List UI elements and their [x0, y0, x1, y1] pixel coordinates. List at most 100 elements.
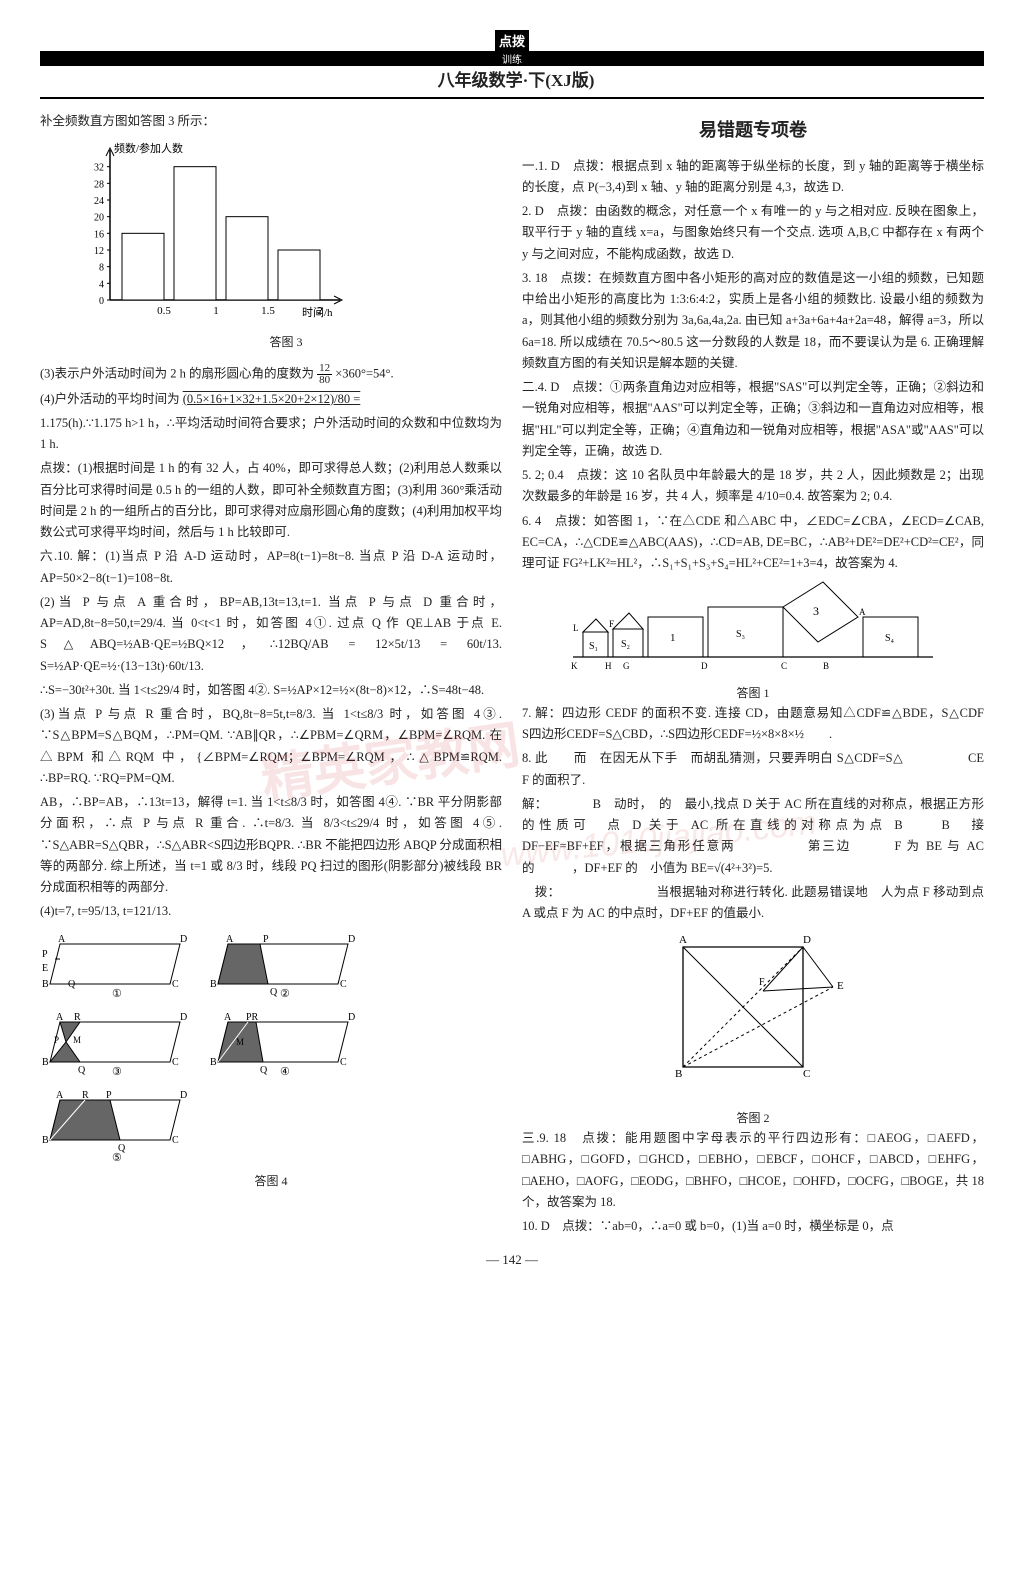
- svg-text:C: C: [172, 1057, 179, 1068]
- r-item2: 2. D 点拨：由函数的概念，对任意一个 x 有唯一的 y 与之相对应. 反映在…: [522, 201, 984, 265]
- svg-text:20: 20: [94, 213, 104, 224]
- chart-caption: 答图 3: [70, 332, 502, 352]
- r-item10: 10. D 点拨：∵ab=0，∴a=0 或 b=0，(1)当 a=0 时，横坐标…: [522, 1216, 984, 1237]
- fig4-2: APD BQC ②: [208, 929, 368, 999]
- left-p3: (3)表示户外活动时间为 2 h 的扇形圆心角的度数为 1280 ×360°=5…: [40, 363, 502, 386]
- svg-text:C: C: [172, 979, 179, 990]
- svg-text:C: C: [172, 1135, 179, 1146]
- fig4-5: ARPD BQC ⑤: [40, 1085, 200, 1165]
- logo-top: 点拨: [495, 30, 529, 51]
- left-hint1: 点拨：(1)根据时间是 1 h 的有 32 人，占 40%，即可求得总人数；(2…: [40, 458, 502, 543]
- section-title: 易错题专项卷: [522, 115, 984, 146]
- svg-text:B: B: [210, 1057, 217, 1068]
- svg-text:C: C: [803, 1068, 810, 1080]
- q10-4: (4)t=7, t=95/13, t=121/13.: [40, 901, 502, 922]
- r-item3: 3. 18 点拨：在频数直方图中各小矩形的高对应的数值是这一小组的频数，已知题中…: [522, 268, 984, 374]
- fig4-3: ARD PM BQC ③: [40, 1007, 200, 1077]
- header-logo-block: 点拨 训练: [40, 34, 984, 66]
- left-p4: (4)户外活动的平均时间为 (0.5×16+1×32+1.5×20+2×12)/…: [40, 389, 502, 410]
- bar-chart: 048121620242832 频数/参加人数 时间/h 0.511.52: [70, 140, 350, 330]
- svg-text:1: 1: [213, 305, 219, 317]
- svg-text:K: K: [571, 661, 578, 671]
- svg-text:P: P: [42, 949, 48, 960]
- svg-text:E: E: [42, 963, 48, 974]
- svg-text:②: ②: [280, 988, 290, 999]
- p4-result: 1.175(h).∵1.175 h>1 h，∴平均活动时间符合要求；户外活动时间…: [40, 413, 502, 456]
- q10-2b: ∴S=−30t²+30t. 当 1<t≤29/4 时，如答图 4②. S=½AP…: [40, 680, 502, 701]
- r-item8-hint: 拨： 当根据轴对称进行转化. 此题易错误地 人为点 F 移动到点 A 或点 F …: [522, 882, 984, 925]
- svg-text:C: C: [781, 661, 787, 671]
- r-item8-body: 解： B 动时， 的 最小,找点 D 关于 AC 所在直线的对称点，根据正方形的…: [522, 794, 984, 879]
- svg-text:A: A: [679, 934, 687, 946]
- svg-text:A: A: [56, 1090, 64, 1101]
- svg-text:B: B: [823, 661, 829, 671]
- fig2-caption: 答图 2: [522, 1108, 984, 1128]
- chart-container: 048121620242832 频数/参加人数 时间/h 0.511.52 答图…: [70, 140, 502, 352]
- svg-text:0.5: 0.5: [157, 305, 171, 317]
- svg-text:A: A: [226, 934, 234, 945]
- p3-text: (3)表示户外活动时间为 2 h 的扇形圆心角的度数为: [40, 366, 314, 380]
- svg-text:24: 24: [94, 196, 104, 207]
- p3-tail: ×360°=54°.: [335, 366, 393, 380]
- svg-text:2: 2: [317, 305, 323, 317]
- svg-text:28: 28: [94, 180, 104, 191]
- svg-text:8: 8: [99, 263, 104, 274]
- r-item7: 7. 解：四边形 CEDF 的面积不变. 连接 CD，由题意易知△CDF≌△BD…: [522, 703, 984, 746]
- svg-text:16: 16: [94, 230, 104, 241]
- q10-2a: (2)当 P 与点 A 重合时，BP=AB,13t=13,t=1. 当点 P 与…: [40, 592, 502, 677]
- svg-text:P: P: [263, 934, 269, 945]
- svg-text:D: D: [348, 1012, 355, 1023]
- r-item9: 三.9. 18 点拨：能用题图中字母表示的平行四边形有：□AEOG，□AEFD，…: [522, 1128, 984, 1213]
- svg-text:D: D: [180, 1090, 187, 1101]
- svg-text:A: A: [58, 934, 66, 945]
- svg-text:0: 0: [99, 296, 104, 307]
- svg-text:Q: Q: [68, 979, 76, 990]
- svg-text:D: D: [803, 934, 811, 946]
- svg-text:M: M: [73, 1035, 81, 1045]
- fig1-svg: S₁ S₂ 1 S₃ 3 S₄ LF KHG DCB A: [563, 577, 943, 672]
- left-column: 补全频数直方图如答图 3 所示： 048121620242832 频数/参加人数…: [40, 111, 502, 1240]
- svg-text:C: C: [340, 1057, 347, 1068]
- p4-head: (4)户外活动的平均时间为: [40, 392, 180, 406]
- svg-text:R: R: [74, 1012, 81, 1023]
- svg-text:F: F: [609, 619, 614, 629]
- svg-text:32: 32: [94, 163, 104, 174]
- svg-text:G: G: [623, 661, 630, 671]
- svg-text:PR: PR: [246, 1012, 259, 1023]
- svg-text:R: R: [82, 1090, 89, 1101]
- svg-text:P: P: [54, 1035, 59, 1045]
- page-number-value: 142: [502, 1252, 522, 1267]
- svg-text:⑤: ⑤: [112, 1152, 122, 1164]
- fig1-caption: 答图 1: [522, 683, 984, 703]
- svg-text:3: 3: [813, 604, 819, 618]
- p4-formula: (0.5×16+1×32+1.5×20+2×12)/80 =: [183, 392, 361, 406]
- left-intro: 补全频数直方图如答图 3 所示：: [40, 111, 502, 132]
- svg-text:D: D: [348, 934, 355, 945]
- svg-text:B: B: [210, 979, 217, 990]
- r-item5: 5. 2; 0.4 点拨：这 10 名队员中年龄最大的是 18 岁，共 2 人，…: [522, 465, 984, 508]
- fig2-svg: A D F E B C: [653, 927, 853, 1097]
- svg-text:1.5: 1.5: [261, 305, 275, 317]
- logo-bottom: 训练: [40, 51, 984, 66]
- svg-text:S₁: S₁: [589, 641, 598, 652]
- fig4-4: APRD BQC M ④: [208, 1007, 368, 1077]
- q10-head: 六.10. 解：(1)当点 P 沿 A-D 运动时，AP=8(t−1)=8t−8…: [40, 546, 502, 589]
- svg-text:A: A: [859, 607, 866, 617]
- svg-text:F: F: [759, 977, 765, 988]
- r-item1: 一.1. D 点拨：根据点到 x 轴的距离等于纵坐标的长度，到 y 轴的距离等于…: [522, 156, 984, 199]
- svg-text:L: L: [573, 623, 579, 633]
- svg-text:1: 1: [670, 632, 676, 644]
- q10-3a: (3)当点 P 与点 R 重合时，BQ,8t−8=5t,t=8/3. 当 1<t…: [40, 704, 502, 789]
- svg-text:A: A: [224, 1012, 232, 1023]
- fig1-container: S₁ S₂ 1 S₃ 3 S₄ LF KHG DCB A 答图 1: [522, 577, 984, 703]
- svg-text:4: 4: [99, 280, 104, 291]
- svg-text:④: ④: [280, 1066, 290, 1077]
- svg-text:A: A: [56, 1012, 64, 1023]
- svg-text:B: B: [42, 1057, 49, 1068]
- svg-text:M: M: [236, 1037, 244, 1047]
- right-column: 易错题专项卷 一.1. D 点拨：根据点到 x 轴的距离等于纵坐标的长度，到 y…: [522, 111, 984, 1240]
- svg-text:B: B: [42, 1135, 49, 1146]
- page-header: 点拨 训练 八年级数学·下(XJ版): [40, 30, 984, 99]
- r-item6: 6. 4 点拨：如答图 1，∵在△CDE 和△ABC 中，∠EDC=∠CBA，∠…: [522, 511, 984, 575]
- page-title: 八年级数学·下(XJ版): [438, 66, 595, 91]
